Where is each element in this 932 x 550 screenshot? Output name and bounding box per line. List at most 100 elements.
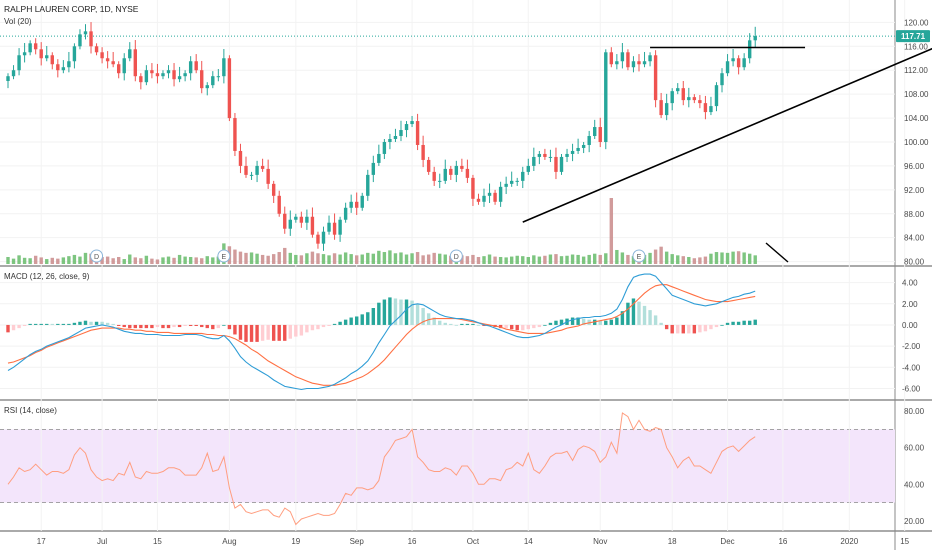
macd-histogram-bar xyxy=(188,324,193,326)
candle-body xyxy=(581,144,586,148)
candle-body xyxy=(188,61,193,74)
macd-histogram-bar xyxy=(559,319,564,325)
volume-bar xyxy=(360,254,364,264)
event-marker[interactable] xyxy=(90,249,104,263)
volume-bar xyxy=(426,254,431,264)
trendline[interactable] xyxy=(522,46,932,223)
candle-body xyxy=(438,180,442,182)
macd-histogram-bar xyxy=(56,323,60,325)
candle-body xyxy=(410,121,414,125)
macd-histogram-bar xyxy=(543,324,547,326)
candle-body xyxy=(515,180,519,182)
candle-body xyxy=(50,55,54,65)
volume-bar xyxy=(238,251,243,264)
candle-body xyxy=(360,195,364,208)
time-tick-label[interactable]: 18 xyxy=(668,537,677,546)
time-tick-label[interactable]: 16 xyxy=(408,537,417,546)
candle-body xyxy=(249,174,254,176)
volume-bar xyxy=(283,247,287,264)
macd-histogram-bar xyxy=(33,323,38,325)
macd-histogram-bar xyxy=(194,324,198,326)
volume-bar xyxy=(310,251,315,264)
time-tick-label[interactable]: 16 xyxy=(778,537,787,546)
event-marker[interactable] xyxy=(449,249,463,263)
macd-histogram-bar xyxy=(742,320,746,325)
volume-label: Vol (20) xyxy=(4,17,32,26)
volume-bar xyxy=(194,257,198,264)
volume-bar xyxy=(731,251,735,264)
time-tick-label[interactable]: 14 xyxy=(524,537,533,546)
macd-histogram-bar xyxy=(521,324,525,331)
macd-histogram-bar xyxy=(172,324,176,328)
time-tick-label[interactable]: 15 xyxy=(900,537,909,546)
time-tick-label[interactable]: Jul xyxy=(97,537,107,546)
macd-label: MACD (12, 26, close, 9) xyxy=(4,272,90,281)
candle-body xyxy=(388,139,392,142)
macd-histogram-bar xyxy=(128,324,132,329)
macd-histogram-bar xyxy=(299,324,304,336)
time-tick-label[interactable]: 15 xyxy=(153,537,162,546)
candle-body xyxy=(83,31,88,35)
volume-bar xyxy=(188,256,193,264)
trendlines[interactable] xyxy=(522,46,932,263)
candle-body xyxy=(709,106,713,113)
macd-histogram-bar xyxy=(349,317,353,325)
macd-histogram-bar xyxy=(703,324,708,332)
volume-bar xyxy=(432,252,436,264)
candle-body xyxy=(449,168,453,175)
macd-histogram-bar xyxy=(609,319,614,325)
macd-histogram-bar xyxy=(205,324,209,329)
candle-body xyxy=(294,216,298,220)
volume-bar xyxy=(521,256,525,264)
volume-bar xyxy=(576,254,580,264)
time-tick-label[interactable]: 2020 xyxy=(840,537,858,546)
time-tick-label[interactable]: Oct xyxy=(467,537,480,546)
volume-bar xyxy=(659,246,663,264)
macd-histogram-bar xyxy=(471,323,475,325)
rsi-tick-label: 80.00 xyxy=(904,407,925,416)
volume-bar xyxy=(277,252,281,264)
price-tick-label: 92.00 xyxy=(904,186,925,195)
event-marker[interactable] xyxy=(632,249,646,263)
rsi-tick-label: 20.00 xyxy=(904,517,925,526)
price-tick-label: 84.00 xyxy=(904,234,925,243)
candle-body xyxy=(609,52,614,65)
volume-trendline[interactable] xyxy=(765,242,789,263)
time-tick-label[interactable]: Aug xyxy=(222,537,236,546)
candle-body xyxy=(111,61,115,65)
macd-histogram-bar xyxy=(83,320,88,325)
candle-body xyxy=(161,73,165,77)
event-marker[interactable] xyxy=(217,249,231,263)
rsi-label: RSI (14, close) xyxy=(4,406,57,415)
macd-histogram-bar xyxy=(161,324,165,329)
event-marker-label: E xyxy=(637,254,642,261)
candle-body xyxy=(355,201,359,208)
time-tick-label[interactable]: Dec xyxy=(720,537,734,546)
volume-bar xyxy=(642,254,647,264)
macd-histogram-bar xyxy=(332,323,337,325)
macd-histogram-bar xyxy=(515,324,519,331)
macd-histogram-bar xyxy=(360,314,364,325)
candle-body xyxy=(487,192,492,196)
volume-bar xyxy=(410,253,414,264)
macd-histogram-bar xyxy=(343,319,348,325)
time-tick-label[interactable]: 19 xyxy=(291,537,300,546)
macd-histogram-bar xyxy=(283,324,287,341)
macd-histogram-bar xyxy=(294,324,298,337)
candle-body xyxy=(244,165,248,175)
volume-bar xyxy=(449,255,453,264)
candle-body xyxy=(626,52,630,68)
volume-bar xyxy=(421,255,425,264)
candle-body xyxy=(720,73,724,86)
signal-line xyxy=(7,284,756,386)
macd-histogram-bar xyxy=(39,323,43,325)
time-tick-label[interactable]: 17 xyxy=(37,537,46,546)
price-tick-label: 88.00 xyxy=(904,210,925,219)
volume-bar xyxy=(72,254,77,264)
macd-histogram-bar xyxy=(720,324,724,326)
volume-bar xyxy=(482,256,486,264)
macd-histogram-bar xyxy=(454,324,459,326)
time-tick-label[interactable]: Sep xyxy=(350,537,365,546)
time-tick-label[interactable]: Nov xyxy=(593,537,607,546)
